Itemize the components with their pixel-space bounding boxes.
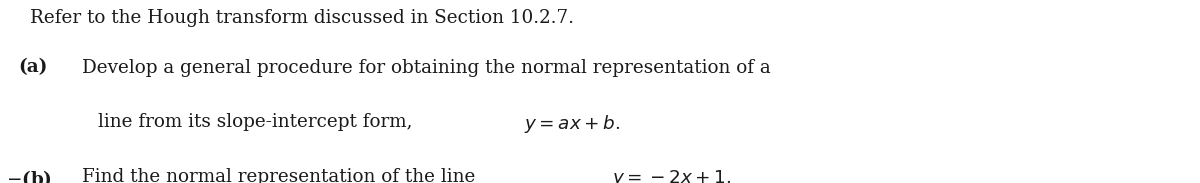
- Text: $-$(b): $-$(b): [6, 168, 52, 183]
- Text: Find the normal representation of the line: Find the normal representation of the li…: [82, 168, 481, 183]
- Text: line from its slope-intercept form,: line from its slope-intercept form,: [98, 113, 419, 131]
- Text: Refer to the Hough transform discussed in Section 10.2.7.: Refer to the Hough transform discussed i…: [30, 9, 574, 27]
- Text: $y = ax + b$.: $y = ax + b$.: [524, 113, 620, 135]
- Text: $y = -2x + 1$.: $y = -2x + 1$.: [612, 168, 731, 183]
- Text: (a): (a): [18, 59, 47, 76]
- Text: Develop a general procedure for obtaining the normal representation of a: Develop a general procedure for obtainin…: [82, 59, 770, 76]
